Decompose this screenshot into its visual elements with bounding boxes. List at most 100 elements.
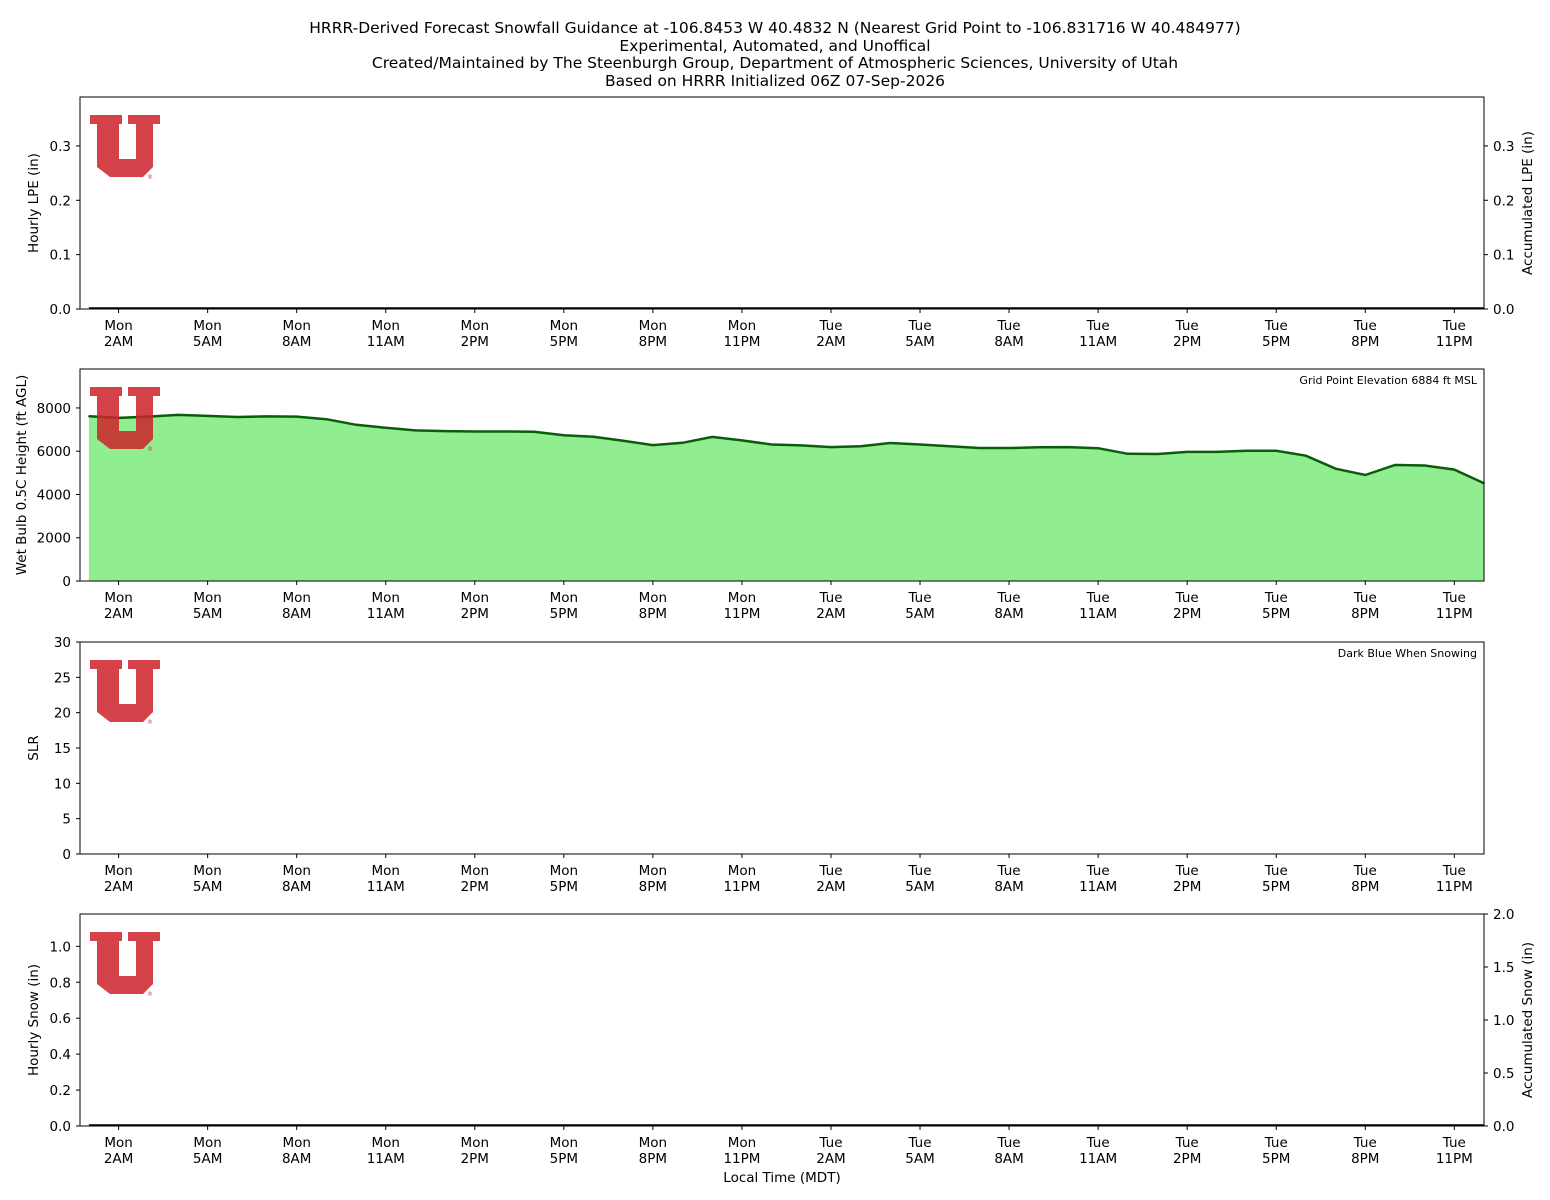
y-tick-label: 0.6 [50,1011,71,1027]
wetbulb-point [384,427,387,429]
x-tick-label-day: Mon [104,590,132,606]
x-tick-label-time: 11AM [1079,334,1117,350]
x-tick-label-day: Tue [1086,863,1110,879]
wetbulb-point [236,416,239,418]
x-tick-label-time: 11PM [1436,1151,1473,1167]
wetbulb-point [503,430,506,433]
x-tick-label-day: Tue [1264,863,1288,879]
x-tick-label-time: 11PM [1436,334,1473,350]
wetbulb-point [800,444,803,447]
panel-hourly-snow: ®Mon2AMMon5AMMon8AMMon11AMMon2PMMon5PMMo… [26,907,1536,1167]
x-tick-label-time: 2PM [461,334,489,350]
x-tick-label-time: 5AM [193,606,222,622]
x-tick-label-time: 5AM [905,606,934,622]
x-tick-label-time: 5PM [1262,879,1290,895]
x-tick-label-time: 2PM [461,606,489,622]
x-tick-label-time: 2PM [1173,1151,1201,1167]
wetbulb-point [325,418,328,421]
x-tick-label-time: 5PM [550,1151,578,1167]
y-tick-label: 1.0 [50,939,71,955]
wetbulb-point [830,446,832,448]
y2-tick-label: 0.3 [1493,139,1514,155]
x-tick-label-time: 2AM [104,334,133,350]
x-tick-label-time: 8AM [994,334,1023,350]
x-tick-label-time: 8PM [639,1151,667,1167]
wetbulb-point [1364,474,1367,476]
x-tick-label-day: Mon [639,1135,667,1151]
x-tick-label-time: 11AM [367,334,405,350]
registered-mark: ® [147,991,153,998]
wetbulb-point [1186,451,1188,453]
x-tick-label-day: Mon [104,1135,132,1151]
x-tick-label-day: Mon [193,318,221,334]
wetbulb-point [889,442,892,444]
x-tick-label-day: Tue [818,863,842,879]
wetbulb-point [355,424,357,426]
x-tick-label-day: Mon [550,590,578,606]
title-line-1: HRRR-Derived Forecast Snowfall Guidance … [309,19,1241,37]
wetbulb-point [444,430,446,432]
plot-frame [79,913,1485,1127]
utah-u-mark [90,115,160,177]
wetbulb-point [474,430,476,433]
x-tick-label-time: 11AM [1079,1151,1117,1167]
x-tick-label-time: 8AM [282,606,311,622]
y-tick-label: 20 [54,706,71,722]
y-tick-label: 4000 [37,487,71,503]
x-tick-label-time: 2PM [1173,879,1201,895]
x-tick-label-day: Mon [461,1135,489,1151]
title-line-2: Experimental, Automated, and Unoffical [619,36,931,55]
wetbulb-point [1216,451,1218,453]
y-tick-label: 0.2 [50,193,71,209]
wetbulb-point [177,414,179,416]
x-tick-label-day: Tue [1264,318,1288,334]
x-tick-label-time: 5AM [905,334,934,350]
x-tick-label-time: 8AM [282,334,311,350]
x-tick-label-day: Mon [461,590,489,606]
wetbulb-point [652,444,654,446]
x-tick-label-day: Mon [193,590,221,606]
registered-mark: ® [147,446,153,453]
y-tick-label: 0.0 [50,1119,71,1135]
x-tick-label-day: Mon [371,318,399,334]
y2-tick-label: 0.0 [1493,1119,1514,1135]
x-tick-label-time: 8PM [1351,606,1379,622]
wetbulb-point [859,445,862,448]
wetbulb-point [88,415,90,418]
x-tick-label-time: 5PM [1262,606,1290,622]
utah-u-mark [90,387,160,449]
x-tick-label-day: Mon [371,590,399,606]
wetbulb-point [978,447,981,449]
panel-wetbulb-height: ®Mon2AMMon5AMMon8AMMon11AMMon2PMMon5PMMo… [14,368,1485,622]
x-tick-label-time: 11PM [723,1151,760,1167]
x-axis-label: Local Time (MDT) [723,1170,840,1186]
x-tick-label-day: Tue [997,318,1021,334]
wetbulb-point [1453,468,1456,471]
plot-frame [79,368,1485,582]
wetbulb-point [622,440,624,442]
university-of-utah-logo: ® [90,387,160,453]
x-tick-label-time: 8PM [1351,1151,1379,1167]
x-tick-label-day: Mon [550,1135,578,1151]
title-line-4: Based on HRRR Initialized 06Z 07-Sep-202… [604,71,946,90]
x-tick-label-day: Tue [1264,590,1288,606]
x-tick-label-time: 11PM [723,334,760,350]
panel-note: Grid Point Elevation 6884 ft MSL [1299,374,1477,387]
y-tick-label: 10 [54,776,71,792]
x-tick-label-time: 8PM [639,606,667,622]
wetbulb-point [681,442,684,444]
x-tick-label-time: 2AM [816,334,845,350]
x-tick-label-day: Tue [907,1135,931,1151]
wetbulb-point [770,443,773,446]
x-tick-label-time: 11AM [367,879,405,895]
y-tick-label: 30 [54,635,71,651]
y-tick-label: 25 [54,670,71,686]
wetbulb-point [1334,467,1337,470]
y-tick-label: 6000 [37,444,71,460]
x-tick-label-time: 5AM [193,879,222,895]
x-tick-label-time: 2AM [104,606,133,622]
x-tick-label-day: Mon [282,590,310,606]
x-tick-label-day: Mon [728,590,756,606]
wetbulb-point [1423,464,1426,467]
x-tick-label-day: Tue [907,863,931,879]
